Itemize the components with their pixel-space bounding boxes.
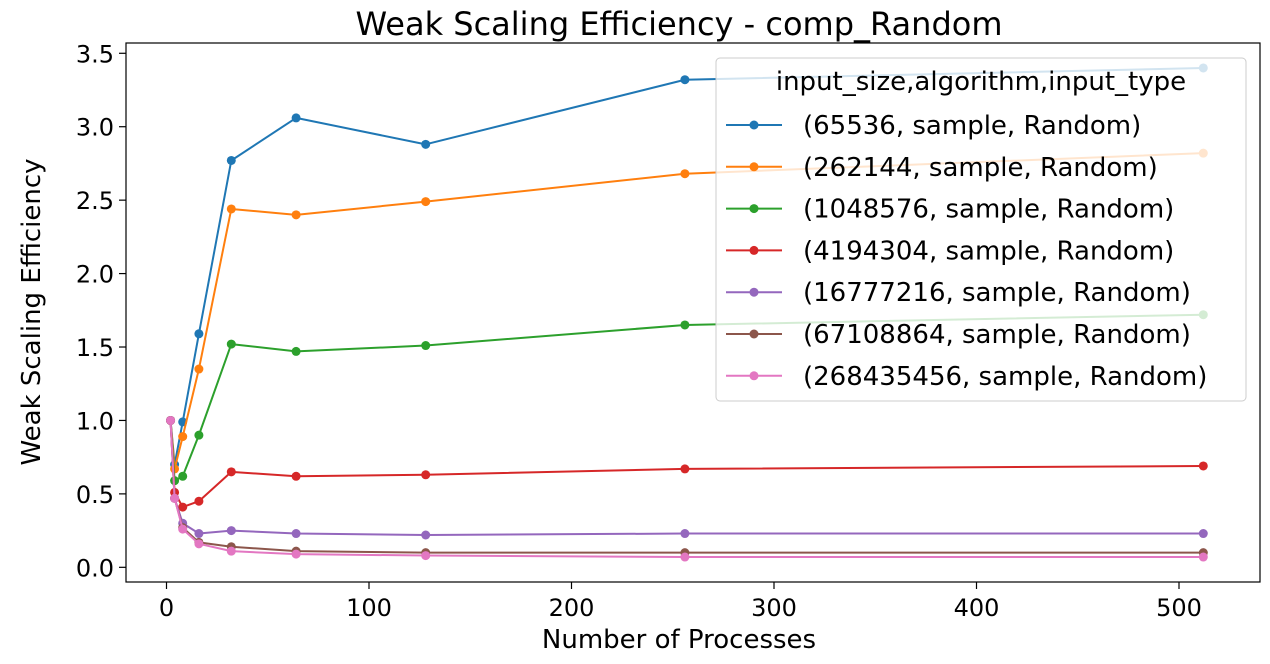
legend-entry-label: (67108864, sample, Random) xyxy=(803,320,1191,350)
legend-swatch-marker xyxy=(749,245,759,255)
data-point xyxy=(680,464,690,474)
legend: input_size,algorithm,input_type (65536, … xyxy=(715,57,1247,402)
data-point xyxy=(680,75,690,85)
x-tick-label: 100 xyxy=(346,594,392,622)
y-axis-label: Weak Scaling Efficiency xyxy=(17,158,47,465)
data-point xyxy=(1198,461,1208,471)
x-tick-label: 0 xyxy=(159,594,174,622)
data-point xyxy=(226,467,236,477)
legend-box xyxy=(715,57,1247,402)
legend-title: input_size,algorithm,input_type xyxy=(776,67,1186,97)
y-tick-label: 1.0 xyxy=(76,407,114,435)
x-tick-label: 500 xyxy=(1156,594,1202,622)
plot-frame xyxy=(125,42,1261,583)
y-axis: 0.0 0.5 1.0 1.5 2.0 2.5 3.0 3.5 xyxy=(76,40,126,582)
y-tick-label: 2.5 xyxy=(76,187,114,215)
data-point xyxy=(1198,552,1208,562)
legend-entry-label: (4194304, sample, Random) xyxy=(803,236,1174,266)
data-point xyxy=(680,320,690,330)
data-point xyxy=(194,329,204,339)
y-tick-label: 3.0 xyxy=(76,114,114,142)
legend-entry-label: (268435456, sample, Random) xyxy=(803,362,1207,392)
chart-title: Weak Scaling Efficiency - comp_Random xyxy=(356,5,1003,43)
data-point xyxy=(421,341,431,351)
data-point xyxy=(194,496,204,506)
data-point xyxy=(291,210,301,220)
plot-area xyxy=(166,63,1208,562)
data-point xyxy=(680,169,690,179)
legend-swatch-marker xyxy=(749,287,759,297)
data-point xyxy=(226,526,236,536)
data-point xyxy=(166,415,176,425)
legend-swatch-marker xyxy=(749,162,759,172)
data-point xyxy=(421,139,431,149)
legend-entry-label: (1048576, sample, Random) xyxy=(803,195,1174,225)
data-point xyxy=(421,197,431,207)
data-point xyxy=(194,539,204,549)
data-point xyxy=(226,546,236,556)
data-point xyxy=(291,346,301,356)
data-point xyxy=(194,529,204,539)
data-point xyxy=(226,155,236,165)
x-tick-label: 300 xyxy=(751,594,797,622)
legend-entry-label: (16777216, sample, Random) xyxy=(803,278,1191,308)
x-axis-label: Number of Processes xyxy=(542,625,816,655)
x-tick-label: 200 xyxy=(549,594,595,622)
data-point xyxy=(291,549,301,559)
data-point xyxy=(421,470,431,480)
data-point xyxy=(194,364,204,374)
data-point xyxy=(178,432,188,442)
x-axis: 0 100 200 300 400 500 xyxy=(159,582,1202,622)
data-point xyxy=(291,471,301,481)
data-point xyxy=(178,471,188,481)
data-point xyxy=(421,551,431,561)
data-point xyxy=(194,430,204,440)
series-line-4 xyxy=(169,420,1204,509)
y-tick-label: 0.5 xyxy=(76,481,114,509)
legend-entry-label: (65536, sample, Random) xyxy=(803,111,1141,141)
legend-swatch-marker xyxy=(749,204,759,214)
data-point xyxy=(680,552,690,562)
data-point xyxy=(291,529,301,539)
legend-swatch-marker xyxy=(749,329,759,339)
series-line-5 xyxy=(169,420,1204,536)
legend-entry-label: (262144, sample, Random) xyxy=(803,153,1158,183)
legend-swatch-marker xyxy=(749,371,759,381)
data-point xyxy=(170,493,180,503)
x-tick-label: 400 xyxy=(954,594,1000,622)
y-tick-label: 3.5 xyxy=(76,40,114,68)
data-point xyxy=(226,339,236,349)
y-tick-label: 1.5 xyxy=(76,334,114,362)
y-tick-label: 2.0 xyxy=(76,261,114,289)
data-point xyxy=(178,502,188,512)
data-point xyxy=(178,524,188,534)
data-point xyxy=(421,530,431,540)
legend-swatch-marker xyxy=(749,120,759,130)
y-tick-label: 0.0 xyxy=(76,554,114,582)
data-point xyxy=(226,204,236,214)
data-point xyxy=(680,529,690,539)
data-point xyxy=(291,113,301,123)
data-point xyxy=(1198,529,1208,539)
